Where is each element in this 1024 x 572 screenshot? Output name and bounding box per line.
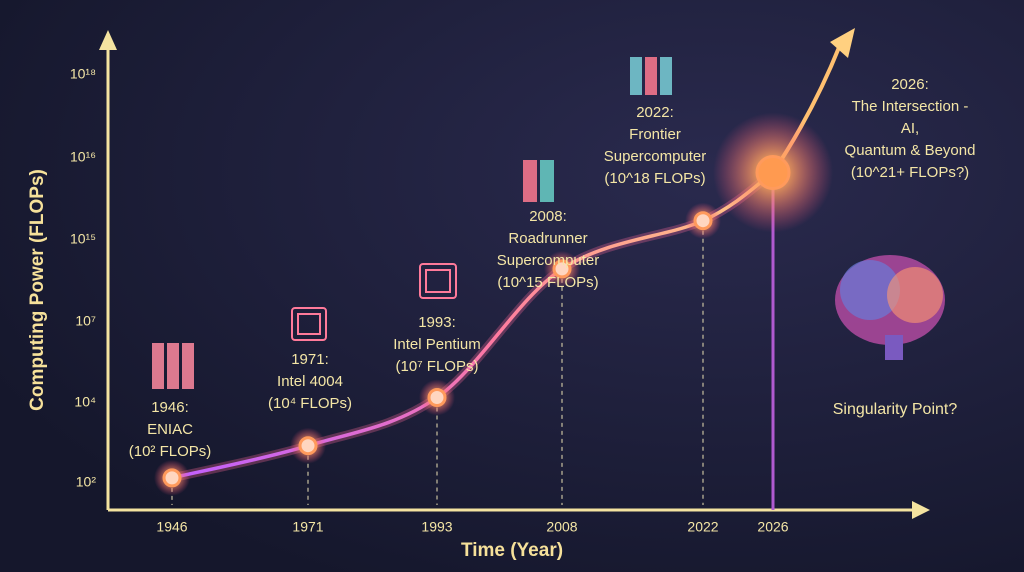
brain-icon — [835, 255, 945, 360]
data-point — [427, 388, 447, 407]
server-icon — [523, 57, 672, 202]
singularity-callout: Singularity Point? — [833, 401, 958, 418]
data-point — [755, 155, 791, 190]
data-point — [298, 436, 318, 456]
annotation-line: 1946: — [151, 399, 189, 416]
annotation-line: 1971: — [291, 351, 329, 368]
x-tick-label: 1993 — [421, 519, 452, 535]
axes — [99, 30, 930, 519]
trend-arrowhead — [830, 28, 855, 58]
annotation-line: Frontier — [629, 126, 681, 143]
y-axis-label: 10¹⁸ — [70, 66, 96, 82]
data-point — [162, 468, 182, 488]
y-axis-label: 10⁴ — [74, 394, 96, 410]
y-axis-label: 10¹⁶ — [70, 149, 96, 165]
annotation-line: The Intersection - — [852, 98, 969, 115]
x-tick-label: 1946 — [156, 519, 187, 535]
data-point — [693, 211, 713, 231]
annotation-line: AI, — [901, 120, 919, 137]
annotation-line: (10⁷ FLOPs) — [396, 358, 479, 375]
data-point — [552, 259, 572, 279]
annotation-line: Quantum & Beyond — [845, 142, 976, 159]
annotation-line: (10^15 FLOPs) — [497, 274, 598, 291]
annotation-line: Supercomputer — [604, 148, 707, 165]
eniac-icon — [152, 343, 194, 389]
y-axis-label: 10⁷ — [75, 313, 96, 329]
annotation-line: Roadrunner — [508, 230, 587, 247]
annotation-line: (10² FLOPs) — [129, 443, 212, 460]
x-axis-title: Time (Year) — [461, 540, 563, 561]
annotation-line: Supercomputer — [497, 252, 600, 269]
annotation-line: (10^21+ FLOPs?) — [851, 164, 969, 181]
y-axis-title: Computing Power (FLOPs) — [27, 169, 48, 411]
annotation-line: 2026: — [891, 76, 929, 93]
y-axis-label: 10¹⁵ — [70, 231, 96, 247]
x-tick-label: 2026 — [757, 519, 788, 535]
x-tick-label: 1971 — [292, 519, 323, 535]
annotation-line: (10⁴ FLOPs) — [268, 395, 352, 412]
annotation-line: Intel 4004 — [277, 373, 343, 390]
annotation-line: Intel Pentium — [393, 336, 481, 353]
annotation-line: 2008: — [529, 208, 567, 225]
annotation-line: 2022: — [636, 104, 674, 121]
x-tick-label: 2022 — [687, 519, 718, 535]
annotation-line: ENIAC — [147, 421, 193, 438]
chip-icon — [291, 263, 457, 341]
x-tick-label: 2008 — [546, 519, 577, 535]
annotation-line: 1993: — [418, 314, 456, 331]
y-axis-label: 10² — [76, 474, 97, 490]
annotation-line: (10^18 FLOPs) — [604, 170, 705, 187]
